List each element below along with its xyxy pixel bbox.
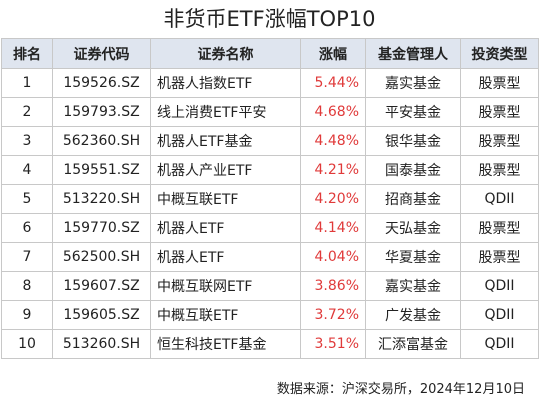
title: 非货币ETF涨幅TOP10: [163, 7, 376, 31]
table-row: 2 159793.SZ 线上消费ETF平安 4.68% 平安基金 股票型: [1, 97, 539, 127]
column-header: 投资类型: [460, 38, 539, 69]
cell: 4.20%: [300, 184, 366, 214]
cell: 513220.SH: [52, 184, 151, 214]
cell: 汇添富基金: [365, 329, 461, 359]
cell: 银华基金: [365, 126, 461, 156]
table-row: 1 159526.SZ 机器人指数ETF 5.44% 嘉实基金 股票型: [1, 68, 539, 98]
cell: 3.72%: [300, 300, 366, 330]
cell: 机器人ETF基金: [150, 126, 301, 156]
column-header: 涨幅: [300, 38, 366, 69]
source-note: 数据来源：沪深交易所，2024年12月10日: [276, 382, 525, 397]
cell: 4.14%: [300, 213, 366, 243]
cell: 159526.SZ: [52, 68, 151, 98]
cell: 4.21%: [300, 155, 366, 185]
cell: 股票型: [460, 242, 539, 272]
cell: 4.68%: [300, 97, 366, 127]
cell: 广发基金: [365, 300, 461, 330]
cell: 513260.SH: [52, 329, 151, 359]
cell: 9: [1, 300, 53, 330]
cell: 股票型: [460, 97, 539, 127]
column-header: 证券代码: [52, 38, 151, 69]
cell: 嘉实基金: [365, 68, 461, 98]
cell: QDII: [460, 300, 539, 330]
cell: 平安基金: [365, 97, 461, 127]
cell: 1: [1, 68, 53, 98]
cell: 股票型: [460, 126, 539, 156]
column-header: 证券名称: [150, 38, 301, 69]
cell: 7: [1, 242, 53, 272]
cell: 国泰基金: [365, 155, 461, 185]
cell: 3.86%: [300, 271, 366, 301]
column-header: 基金管理人: [365, 38, 461, 69]
cell: 4.48%: [300, 126, 366, 156]
table-row: 5 513220.SH 中概互联ETF 4.20% 招商基金 QDII: [1, 184, 539, 214]
table-row: 9 159605.SZ 中概互联ETF 3.72% 广发基金 QDII: [1, 300, 539, 330]
cell: 4.04%: [300, 242, 366, 272]
cell: 159770.SZ: [52, 213, 151, 243]
cell: 股票型: [460, 68, 539, 98]
cell: QDII: [460, 329, 539, 359]
cell: 招商基金: [365, 184, 461, 214]
cell: 159605.SZ: [52, 300, 151, 330]
cell: 中概互联ETF: [150, 184, 301, 214]
cell: 机器人指数ETF: [150, 68, 301, 98]
cell: 159793.SZ: [52, 97, 151, 127]
cell: 机器人产业ETF: [150, 155, 301, 185]
cell: 4: [1, 155, 53, 185]
cell: 3.51%: [300, 329, 366, 359]
table-row: 4 159551.SZ 机器人产业ETF 4.21% 国泰基金 股票型: [1, 155, 539, 185]
cell: 中概互联ETF: [150, 300, 301, 330]
cell: 159607.SZ: [52, 271, 151, 301]
cell: 10: [1, 329, 53, 359]
cell: 嘉实基金: [365, 271, 461, 301]
table: 排名 证券代码 证券名称 涨幅 基金管理人 投资类型 1 159526.SZ 机器人指数ETF…: [1, 38, 539, 359]
table-row: 3 562360.SH 机器人ETF基金 4.48% 银华基金 股票型: [1, 126, 539, 156]
cell: 6: [1, 213, 53, 243]
column-header: 排名: [1, 38, 53, 69]
cell: QDII: [460, 271, 539, 301]
cell: 159551.SZ: [52, 155, 151, 185]
cell: 2: [1, 97, 53, 127]
cell: 中概互联网ETF: [150, 271, 301, 301]
cell: 股票型: [460, 155, 539, 185]
cell: 8: [1, 271, 53, 301]
table-row: 8 159607.SZ 中概互联网ETF 3.86% 嘉实基金 QDII: [1, 271, 539, 301]
table-row: 10 513260.SH 恒生科技ETF基金 3.51% 汇添富基金 QDII: [1, 329, 539, 359]
table-row: 7 562500.SH 机器人ETF 4.04% 华夏基金 股票型: [1, 242, 539, 272]
cell: QDII: [460, 184, 539, 214]
cell: 线上消费ETF平安: [150, 97, 301, 127]
cell: 恒生科技ETF基金: [150, 329, 301, 359]
cell: 华夏基金: [365, 242, 461, 272]
cell: 5.44%: [300, 68, 366, 98]
cell: 机器人ETF: [150, 242, 301, 272]
cell: 562500.SH: [52, 242, 151, 272]
cell: 股票型: [460, 213, 539, 243]
table-body: 1 159526.SZ 机器人指数ETF 5.44% 嘉实基金 股票型 2 159793.SZ…: [1, 68, 539, 359]
cell: 机器人ETF: [150, 213, 301, 243]
cell: 3: [1, 126, 53, 156]
cell: 5: [1, 184, 53, 214]
table-row: 6 159770.SZ 机器人ETF 4.14% 天弘基金 股票型: [1, 213, 539, 243]
cell: 562360.SH: [52, 126, 151, 156]
cell: 天弘基金: [365, 213, 461, 243]
header-row: 排名 证券代码 证券名称 涨幅 基金管理人 投资类型: [1, 38, 539, 69]
